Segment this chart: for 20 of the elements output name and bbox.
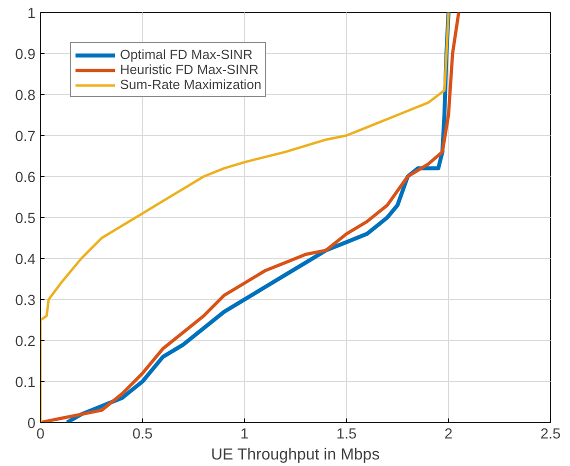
y-tick-label: 0 [27,416,36,432]
legend-label: Sum-Rate Maximization [120,77,262,92]
y-tick-label: 0.1 [15,375,36,391]
legend-label: Heuristic FD Max-SINR [120,62,258,77]
x-tick-label: 1 [240,426,249,442]
x-axis-title: UE Throughput in Mbps [211,446,380,464]
x-tick-label: 1.5 [336,426,357,442]
y-tick-label: 0.9 [15,47,36,63]
y-tick-label: 0.8 [15,88,36,104]
x-tick-label: 2.5 [540,426,561,442]
y-tick-label: 0.2 [15,334,36,350]
x-tick-label: 2 [444,426,453,442]
legend-label: Optimal FD Max-SINR [120,47,253,62]
y-tick-label: 0.5 [15,211,36,227]
y-tick-label: 0.4 [15,252,36,268]
y-tick-label: 1 [27,6,36,22]
x-tick-label: 0.5 [132,426,153,442]
y-tick-label: 0.3 [15,293,36,309]
y-tick-label: 0.6 [15,170,36,186]
y-tick-label: 0.7 [15,129,36,145]
